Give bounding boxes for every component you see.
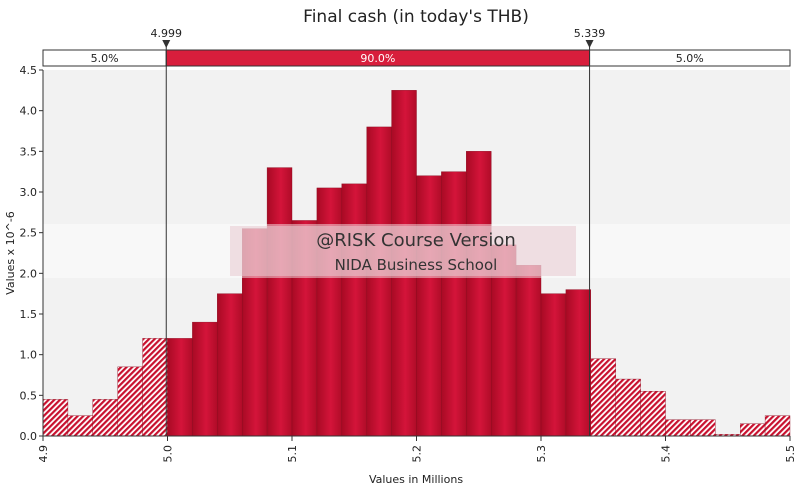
- y-tick-label: 3.0: [20, 186, 38, 199]
- histogram-bar: [665, 419, 691, 437]
- x-tick-label: 5.2: [411, 445, 424, 463]
- y-tick-label: 0.0: [20, 430, 38, 443]
- x-axis-ticks: 4.9 5.0 5.1 5.2 5.3 5.4 5.5: [37, 436, 797, 463]
- watermark: @RISK Course Version NIDA Business Schoo…: [43, 224, 790, 278]
- left-marker-label: 4.999: [151, 27, 183, 40]
- x-tick-label: 5.0: [162, 445, 175, 463]
- histogram-bar: [341, 183, 367, 437]
- histogram-bar: [491, 244, 517, 437]
- histogram-bar: [92, 399, 118, 437]
- chart-title: Final cash (in today's THB): [303, 7, 529, 27]
- x-tick-label: 5.3: [535, 445, 548, 463]
- right-marker-triangle: [585, 40, 594, 48]
- histogram-bar: [466, 151, 492, 437]
- histogram-bar: [590, 358, 616, 437]
- band-left-label: 5.0%: [91, 52, 119, 65]
- percentile-markers: 4.999 5.339: [151, 27, 606, 436]
- y-tick-label: 0.5: [20, 389, 38, 402]
- left-marker-triangle: [162, 40, 171, 48]
- histogram-bar: [764, 415, 791, 437]
- watermark-box: [230, 226, 576, 276]
- histogram-bar: [117, 366, 143, 437]
- watermark-line1: @RISK Course Version: [316, 230, 516, 251]
- histogram-bar: [640, 391, 666, 437]
- y-axis-ticks: 0.0 0.5 1.0 1.5 2.0 2.5 3.0 3.5 4.0 4.5: [20, 64, 43, 443]
- band-middle-label: 90.0%: [360, 52, 395, 65]
- y-tick-label: 3.5: [20, 145, 38, 158]
- histogram-bar: [565, 289, 592, 437]
- histogram-bar: [42, 399, 69, 437]
- histogram-bar: [67, 415, 94, 437]
- x-tick-label: 5.1: [286, 445, 299, 463]
- histogram-bar: [266, 167, 293, 437]
- histogram-bar: [615, 378, 641, 437]
- histogram-bar: [441, 171, 467, 437]
- x-tick-label: 4.9: [37, 445, 50, 463]
- histogram-bars: [42, 90, 791, 437]
- histogram-bar: [142, 338, 168, 437]
- percentile-band: 5.0% 90.0% 5.0%: [42, 49, 791, 67]
- band-right-label: 5.0%: [676, 52, 704, 65]
- watermark-line2: NIDA Business School: [335, 256, 498, 274]
- histogram-bar: [540, 293, 567, 437]
- y-axis-title: Values x 10^-6: [4, 211, 17, 295]
- y-tick-label: 2.5: [20, 227, 38, 240]
- histogram-bar: [217, 293, 243, 437]
- y-tick-label: 4.0: [20, 105, 38, 118]
- right-marker-label: 5.339: [574, 27, 606, 40]
- y-tick-label: 4.5: [20, 64, 38, 77]
- histogram-bar: [366, 126, 392, 437]
- histogram-bar: [740, 423, 766, 437]
- histogram-bar: [192, 321, 218, 437]
- y-tick-label: 1.5: [20, 308, 38, 321]
- histogram-bar: [690, 419, 716, 437]
- histogram-bar: [515, 265, 542, 437]
- y-tick-label: 1.0: [20, 349, 38, 362]
- x-tick-label: 5.4: [660, 445, 673, 463]
- x-axis-title: Values in Millions: [369, 473, 463, 486]
- x-tick-label: 5.5: [784, 445, 797, 463]
- y-tick-label: 2.0: [20, 267, 38, 280]
- histogram-bar: [416, 175, 442, 437]
- histogram-bar: [167, 338, 193, 437]
